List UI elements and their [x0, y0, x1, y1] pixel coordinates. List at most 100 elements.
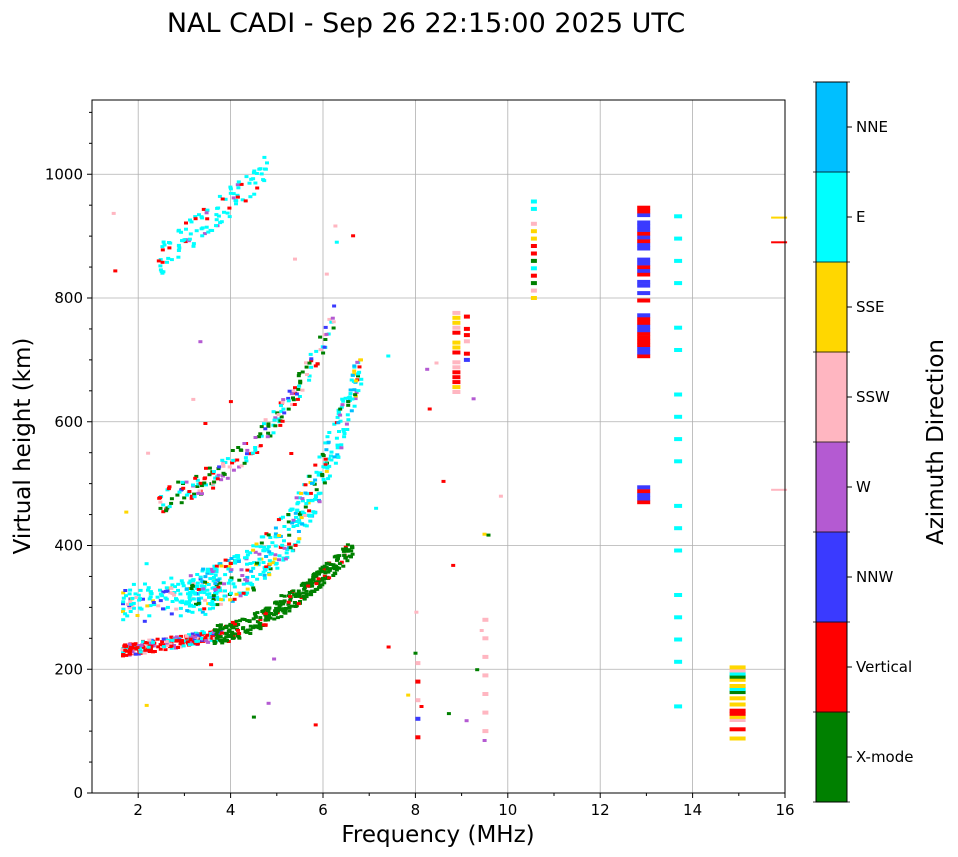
echo-point — [530, 288, 537, 293]
echo-point — [212, 631, 216, 634]
echo-point — [145, 604, 150, 608]
echo-point — [223, 589, 227, 593]
echo-point — [296, 387, 301, 391]
echo-point — [278, 545, 283, 549]
echo-point — [452, 325, 461, 330]
echo-point — [198, 590, 203, 594]
echo-point — [637, 246, 651, 251]
echo-point — [187, 601, 191, 605]
echo-point — [350, 546, 355, 550]
echo-point — [729, 708, 746, 713]
echo-point — [214, 570, 219, 574]
echo-point — [243, 556, 247, 560]
echo-point — [282, 411, 287, 415]
echo-point — [184, 587, 189, 591]
echo-point — [332, 422, 337, 426]
echo-point — [311, 575, 316, 579]
echo-point — [674, 548, 683, 553]
echo-point — [280, 419, 285, 423]
echo-point — [128, 588, 133, 592]
echo-point — [328, 563, 333, 566]
echo-point — [335, 558, 340, 562]
echo-point — [297, 496, 302, 500]
echo-point — [341, 429, 346, 433]
echo-point — [223, 639, 228, 643]
colorbar-segment — [816, 262, 847, 353]
echo-point — [266, 565, 271, 569]
echo-point — [729, 727, 746, 732]
echo-point — [241, 582, 246, 586]
echo-point — [637, 298, 651, 303]
echo-point — [278, 423, 283, 427]
echo-point — [179, 638, 184, 642]
echo-point — [161, 503, 166, 507]
echo-point — [293, 386, 297, 390]
echo-point — [130, 650, 135, 654]
echo-point — [178, 606, 183, 610]
echo-point — [172, 644, 177, 647]
echo-point — [282, 525, 287, 528]
echo-point — [150, 640, 155, 644]
echo-point — [185, 640, 190, 644]
echo-point — [211, 606, 215, 610]
echo-point — [251, 617, 256, 621]
echo-point — [258, 545, 263, 549]
y-tick-label: 800 — [54, 289, 83, 307]
echo-point — [199, 584, 204, 588]
echo-point — [333, 461, 338, 465]
echo-point — [293, 543, 298, 547]
echo-point — [262, 573, 267, 577]
echo-point — [287, 609, 292, 613]
echo-point — [213, 628, 218, 632]
echo-point — [530, 258, 537, 263]
echo-point — [289, 452, 294, 455]
echo-point — [482, 636, 489, 641]
echo-point — [304, 361, 308, 365]
echo-point — [320, 569, 325, 573]
echo-point — [463, 333, 470, 338]
echo-point — [209, 572, 214, 576]
echo-point — [214, 632, 219, 636]
echo-point — [209, 663, 214, 667]
echo-point — [215, 624, 220, 627]
echo-point — [194, 639, 199, 643]
echo-point — [452, 345, 461, 350]
echo-point — [174, 639, 179, 643]
echo-point — [498, 494, 503, 498]
echo-point — [158, 592, 163, 596]
echo-point — [354, 379, 359, 383]
echo-point — [179, 501, 184, 505]
echo-point — [176, 646, 180, 649]
echo-point — [349, 409, 354, 413]
echo-point — [415, 679, 421, 684]
echo-point — [220, 458, 225, 462]
echo-point — [530, 273, 537, 278]
echo-point — [266, 533, 271, 537]
echo-point — [452, 340, 461, 345]
echo-point — [311, 577, 316, 581]
echo-point — [271, 561, 276, 565]
echo-point — [341, 428, 346, 431]
echo-point — [214, 218, 219, 222]
colorbar-segment — [816, 442, 847, 533]
echo-point — [317, 455, 322, 459]
echo-point — [279, 615, 284, 619]
echo-point — [351, 379, 356, 383]
echo-point — [160, 248, 165, 252]
echo-point — [227, 215, 232, 219]
echo-point — [289, 392, 294, 396]
echo-point — [286, 527, 291, 531]
echo-point — [198, 340, 203, 344]
echo-point — [266, 431, 271, 435]
echo-point — [637, 257, 651, 262]
echo-point — [245, 452, 249, 456]
echo-point — [253, 436, 258, 439]
echo-point — [297, 594, 302, 598]
echo-point — [147, 638, 152, 642]
echo-point — [321, 454, 326, 458]
echo-point — [211, 594, 216, 598]
echo-point — [323, 338, 328, 341]
echo-point — [139, 644, 144, 647]
echo-point — [637, 489, 651, 494]
echo-point — [224, 635, 229, 639]
